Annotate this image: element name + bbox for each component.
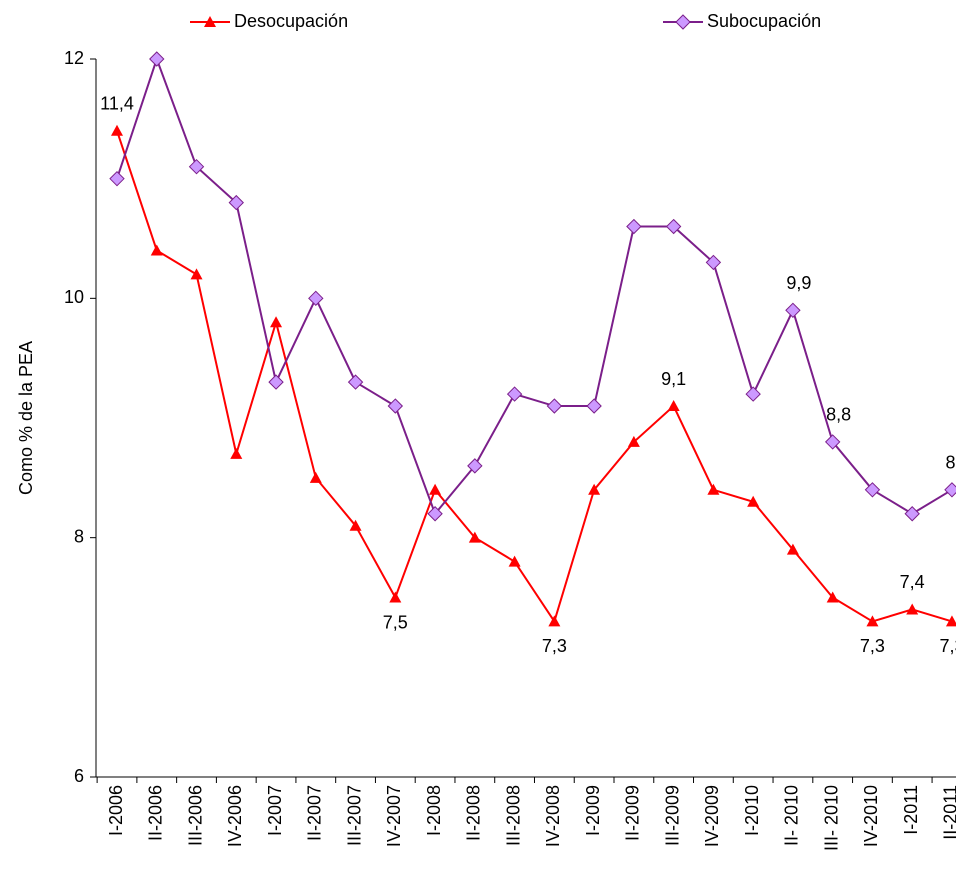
point [109, 170, 125, 187]
point [228, 194, 244, 211]
point [508, 555, 521, 567]
data-label: 7,3 [542, 636, 567, 656]
point [824, 434, 841, 450]
y-tick-label: 12 [64, 48, 84, 68]
point [945, 615, 956, 627]
x-tick-label: II-2006 [146, 785, 166, 841]
x-tick-label: II-2008 [464, 785, 484, 841]
point [427, 506, 443, 522]
point [309, 471, 322, 483]
legend-label: Desocupación [234, 11, 348, 31]
point [308, 290, 324, 307]
y-tick-label: 10 [64, 287, 84, 307]
point [548, 615, 561, 627]
x-tick-label: III-2009 [662, 785, 682, 846]
data-label: 11,4 [100, 94, 134, 114]
legend-marker [204, 16, 216, 27]
point [389, 591, 402, 603]
x-tick-label: III-2006 [185, 785, 205, 846]
data-label: 7,5 [383, 612, 408, 632]
x-tick-label: I-2011 [901, 785, 921, 835]
legend-marker [675, 14, 691, 30]
point [429, 483, 442, 495]
data-label: 7,4 [900, 572, 925, 592]
x-tick-label: II- 2010 [782, 785, 802, 846]
data-label: 7,3 [860, 636, 885, 656]
point [785, 302, 801, 319]
x-tick-label: IV-2010 [861, 785, 881, 847]
x-tick-label: III-2007 [344, 785, 364, 846]
y-tick-label: 8 [74, 526, 84, 546]
x-tick-label: II-2011 [941, 785, 956, 840]
point [864, 482, 881, 498]
x-tick-label: IV-2006 [225, 785, 245, 847]
point [586, 398, 602, 414]
point [665, 218, 682, 235]
data-label: 8,4 [945, 453, 956, 473]
x-tick-label: III-2008 [503, 785, 523, 846]
point [188, 158, 205, 175]
y-tick-label: 6 [74, 766, 84, 786]
x-tick-label: I-2006 [106, 785, 126, 836]
point [588, 483, 601, 495]
point [190, 268, 203, 280]
x-tick-label: I-2009 [583, 785, 603, 836]
point [904, 506, 920, 522]
x-tick-label: IV-2009 [702, 785, 722, 847]
x-tick-label: II-2007 [305, 785, 325, 841]
point [349, 519, 362, 531]
point [347, 374, 364, 390]
point [667, 400, 680, 412]
point [866, 615, 879, 627]
y-axis-label: Como % de la PEA [16, 341, 36, 495]
x-tick-label: II-2009 [623, 785, 643, 841]
point [747, 495, 760, 507]
point [826, 591, 839, 603]
data-label: 7,3 [939, 636, 956, 656]
point [786, 543, 799, 555]
x-tick-label: IV-2008 [543, 785, 563, 847]
x-tick-label: I-2010 [742, 785, 762, 836]
legend-label: Subocupación [707, 11, 821, 31]
x-tick-label: III- 2010 [821, 785, 841, 851]
point [546, 398, 563, 414]
point [705, 254, 722, 271]
point [150, 244, 163, 256]
point [111, 124, 123, 136]
series-line [116, 55, 953, 516]
point [944, 482, 956, 498]
point [268, 374, 284, 390]
series-line [116, 130, 953, 624]
data-label: 8,8 [826, 405, 851, 425]
point [906, 603, 919, 615]
point [230, 447, 243, 459]
x-tick-label: I-2007 [265, 785, 285, 836]
x-tick-label: I-2008 [424, 785, 444, 836]
point [270, 316, 283, 328]
point [626, 218, 642, 235]
point [627, 435, 640, 447]
point [149, 51, 165, 67]
point [707, 483, 720, 495]
point [467, 458, 483, 474]
point [468, 531, 481, 543]
point [745, 386, 761, 402]
data-label: 9,1 [661, 369, 686, 389]
x-tick-label: IV-2007 [384, 785, 404, 847]
point [387, 398, 404, 414]
data-label: 9,9 [786, 273, 811, 293]
point [506, 386, 523, 402]
